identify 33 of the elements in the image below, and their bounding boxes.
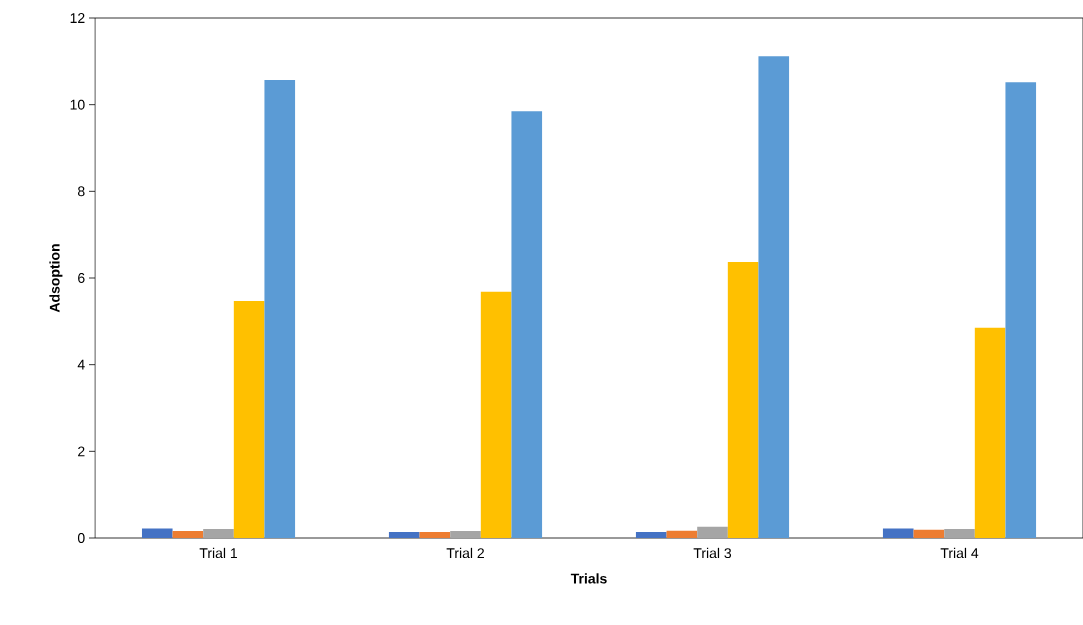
y-tick-label: 0 (77, 533, 85, 543)
bar (511, 111, 543, 538)
y-tick-label: 8 (78, 186, 85, 197)
bar (913, 529, 945, 538)
x-tick-label: Trial 2 (446, 547, 484, 559)
bar (388, 531, 420, 538)
bar (666, 530, 698, 538)
bar (141, 528, 173, 538)
bar (203, 528, 234, 538)
bar (944, 528, 975, 538)
bar (419, 531, 451, 538)
bar (882, 528, 914, 538)
y-axis-title: Adsoption (49, 244, 63, 313)
bar (1005, 82, 1037, 538)
x-tick-label: Trial 4 (940, 547, 979, 559)
y-tick-label: 6 (78, 273, 85, 283)
y-tick-label: 4 (77, 359, 85, 370)
bar (450, 531, 481, 538)
bar (635, 531, 667, 538)
bar (233, 300, 265, 538)
y-tick-label: 10 (70, 99, 85, 110)
x-axis-title: Trials (570, 573, 607, 584)
bar (480, 291, 512, 538)
bar (974, 327, 1006, 538)
y-tick-label: 12 (70, 13, 85, 23)
bar (697, 526, 728, 538)
bar (758, 56, 790, 538)
bar (264, 79, 296, 538)
x-tick-label: Trial 3 (693, 547, 732, 559)
bar (172, 531, 204, 538)
x-tick-label: Trial 1 (199, 547, 237, 559)
y-tick-label: 2 (78, 446, 85, 457)
bar (727, 261, 759, 538)
